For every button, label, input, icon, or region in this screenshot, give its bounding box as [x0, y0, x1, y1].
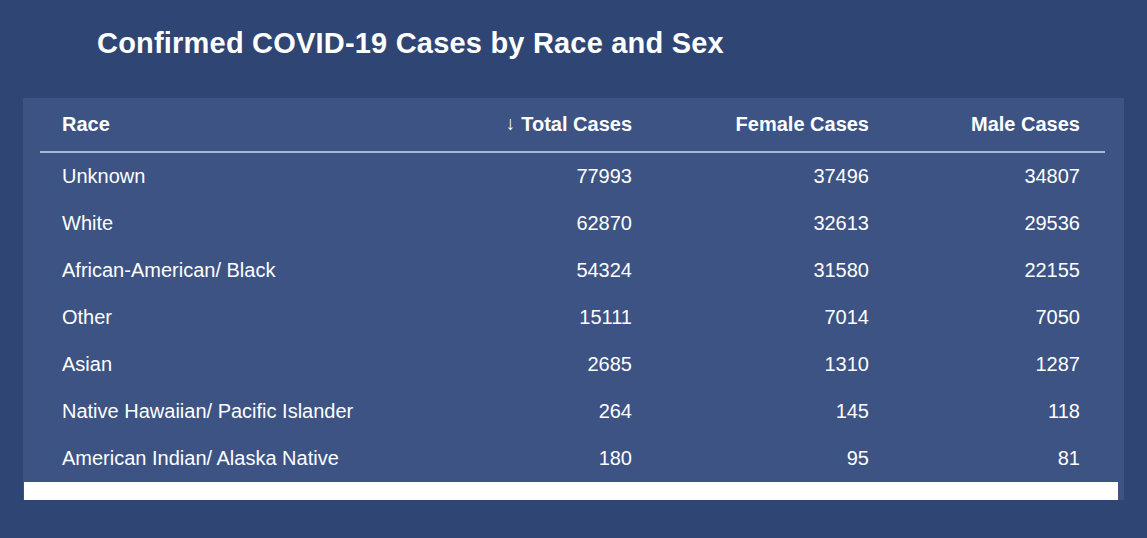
chart-title: Confirmed COVID-19 Cases by Race and Sex [97, 27, 724, 60]
table-row: African-American/ Black 54324 31580 2215… [23, 247, 1124, 294]
table-row: Other 15111 7014 7050 [23, 294, 1124, 341]
race-cell: Asian [62, 353, 432, 376]
male-cases-cell: 7050 [869, 306, 1080, 329]
female-cases-cell: 32613 [632, 212, 869, 235]
race-cell: American Indian/ Alaska Native [62, 447, 432, 470]
table-row: Asian 2685 1310 1287 [23, 341, 1124, 388]
total-cases-cell: 15111 [432, 306, 632, 329]
male-cases-cell: 81 [869, 447, 1080, 470]
table-row: White 62870 32613 29536 [23, 200, 1124, 247]
female-cases-cell: 145 [632, 400, 869, 423]
race-cell: African-American/ Black [62, 259, 432, 282]
table-row: American Indian/ Alaska Native 180 95 81 [23, 435, 1124, 482]
column-header-female-cases[interactable]: Female Cases [632, 113, 869, 136]
female-cases-cell: 37496 [632, 165, 869, 188]
column-header-race[interactable]: Race [62, 113, 432, 136]
column-header-total-cases-label: Total Cases [521, 113, 632, 135]
female-cases-cell: 7014 [632, 306, 869, 329]
total-cases-cell: 77993 [432, 165, 632, 188]
race-cell: Other [62, 306, 432, 329]
sort-descending-icon: ↓ [506, 113, 516, 134]
male-cases-cell: 22155 [869, 259, 1080, 282]
dashboard-background: Confirmed COVID-19 Cases by Race and Sex… [0, 0, 1147, 538]
total-cases-cell: 2685 [432, 353, 632, 376]
male-cases-cell: 118 [869, 400, 1080, 423]
race-cell: Native Hawaiian/ Pacific Islander [62, 400, 432, 423]
race-cell: White [62, 212, 432, 235]
table-header-row: Race ↓Total Cases Female Cases Male Case… [23, 98, 1124, 151]
table-row: Native Hawaiian/ Pacific Islander 264 14… [23, 388, 1124, 435]
column-header-total-cases[interactable]: ↓Total Cases [432, 113, 632, 136]
cases-table: Race ↓Total Cases Female Cases Male Case… [23, 98, 1124, 500]
column-header-male-cases[interactable]: Male Cases [869, 113, 1080, 136]
female-cases-cell: 1310 [632, 353, 869, 376]
total-cases-cell: 180 [432, 447, 632, 470]
total-cases-cell: 62870 [432, 212, 632, 235]
horizontal-scrollbar[interactable] [24, 482, 1118, 500]
table-row: Unknown 77993 37496 34807 [23, 153, 1124, 200]
female-cases-cell: 31580 [632, 259, 869, 282]
race-cell: Unknown [62, 165, 432, 188]
male-cases-cell: 1287 [869, 353, 1080, 376]
male-cases-cell: 34807 [869, 165, 1080, 188]
male-cases-cell: 29536 [869, 212, 1080, 235]
total-cases-cell: 264 [432, 400, 632, 423]
female-cases-cell: 95 [632, 447, 869, 470]
total-cases-cell: 54324 [432, 259, 632, 282]
